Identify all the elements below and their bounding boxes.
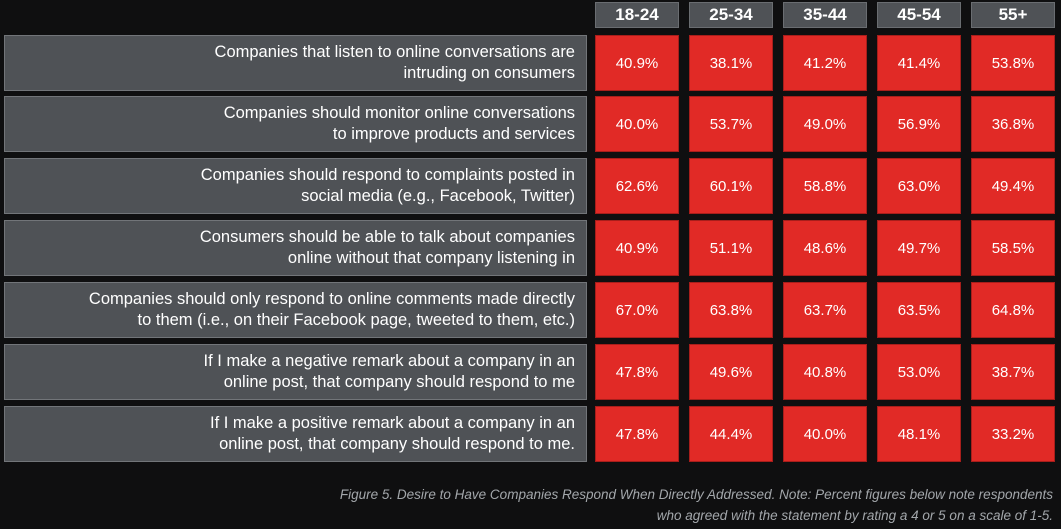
data-cell: 63.5% <box>877 282 961 338</box>
data-cell: 62.6% <box>595 158 679 214</box>
column-header: 35-44 <box>783 2 867 28</box>
data-cell: 38.7% <box>971 344 1055 400</box>
data-cell: 41.2% <box>783 35 867 91</box>
row-label-text: Companies should only respond to online … <box>88 290 575 329</box>
data-cell: 38.1% <box>689 35 773 91</box>
data-cell: 51.1% <box>689 220 773 276</box>
column-header: 25-34 <box>689 2 773 28</box>
row-label-text: Companies should monitor online conversa… <box>223 104 575 143</box>
figure-caption: Figure 5. Desire to Have Companies Respo… <box>339 487 1053 523</box>
data-cell: 63.0% <box>877 158 961 214</box>
data-cell: 36.8% <box>971 96 1055 152</box>
row-label: Consumers should be able to talk about c… <box>4 220 587 276</box>
data-cell: 56.9% <box>877 96 961 152</box>
data-cell: 47.8% <box>595 344 679 400</box>
row-label-text: Companies that listen to online conversa… <box>214 43 575 82</box>
row-label: If I make a negative remark about a comp… <box>4 344 587 400</box>
row-label-text: Consumers should be able to talk about c… <box>199 228 575 267</box>
data-cell: 63.7% <box>783 282 867 338</box>
data-cell: 49.6% <box>689 344 773 400</box>
data-cell: 64.8% <box>971 282 1055 338</box>
data-cell: 48.1% <box>877 406 961 462</box>
row-label: Companies should monitor online conversa… <box>4 96 587 152</box>
data-cell: 48.6% <box>783 220 867 276</box>
column-header: 18-24 <box>595 2 679 28</box>
row-label-text: Companies should respond to complaints p… <box>200 166 575 205</box>
data-cell: 67.0% <box>595 282 679 338</box>
row-label: Companies should respond to complaints p… <box>4 158 587 214</box>
data-cell: 49.0% <box>783 96 867 152</box>
data-cell: 44.4% <box>689 406 773 462</box>
row-label-text: If I make a negative remark about a comp… <box>203 352 575 391</box>
data-cell: 41.4% <box>877 35 961 91</box>
data-cell: 40.9% <box>595 35 679 91</box>
row-label: Companies that listen to online conversa… <box>4 35 587 91</box>
data-cell: 53.8% <box>971 35 1055 91</box>
row-label: If I make a positive remark about a comp… <box>4 406 587 462</box>
data-cell: 58.5% <box>971 220 1055 276</box>
data-cell: 63.8% <box>689 282 773 338</box>
column-header: 45-54 <box>877 2 961 28</box>
data-cell: 47.8% <box>595 406 679 462</box>
data-cell: 49.4% <box>971 158 1055 214</box>
data-cell: 40.0% <box>595 96 679 152</box>
data-cell: 53.7% <box>689 96 773 152</box>
data-cell: 33.2% <box>971 406 1055 462</box>
data-cell: 60.1% <box>689 158 773 214</box>
data-cell: 53.0% <box>877 344 961 400</box>
row-label: Companies should only respond to online … <box>4 282 587 338</box>
data-cell: 40.0% <box>783 406 867 462</box>
data-cell: 40.8% <box>783 344 867 400</box>
column-header: 55+ <box>971 2 1055 28</box>
data-cell: 40.9% <box>595 220 679 276</box>
data-cell: 58.8% <box>783 158 867 214</box>
row-label-text: If I make a positive remark about a comp… <box>209 414 575 453</box>
data-cell: 49.7% <box>877 220 961 276</box>
